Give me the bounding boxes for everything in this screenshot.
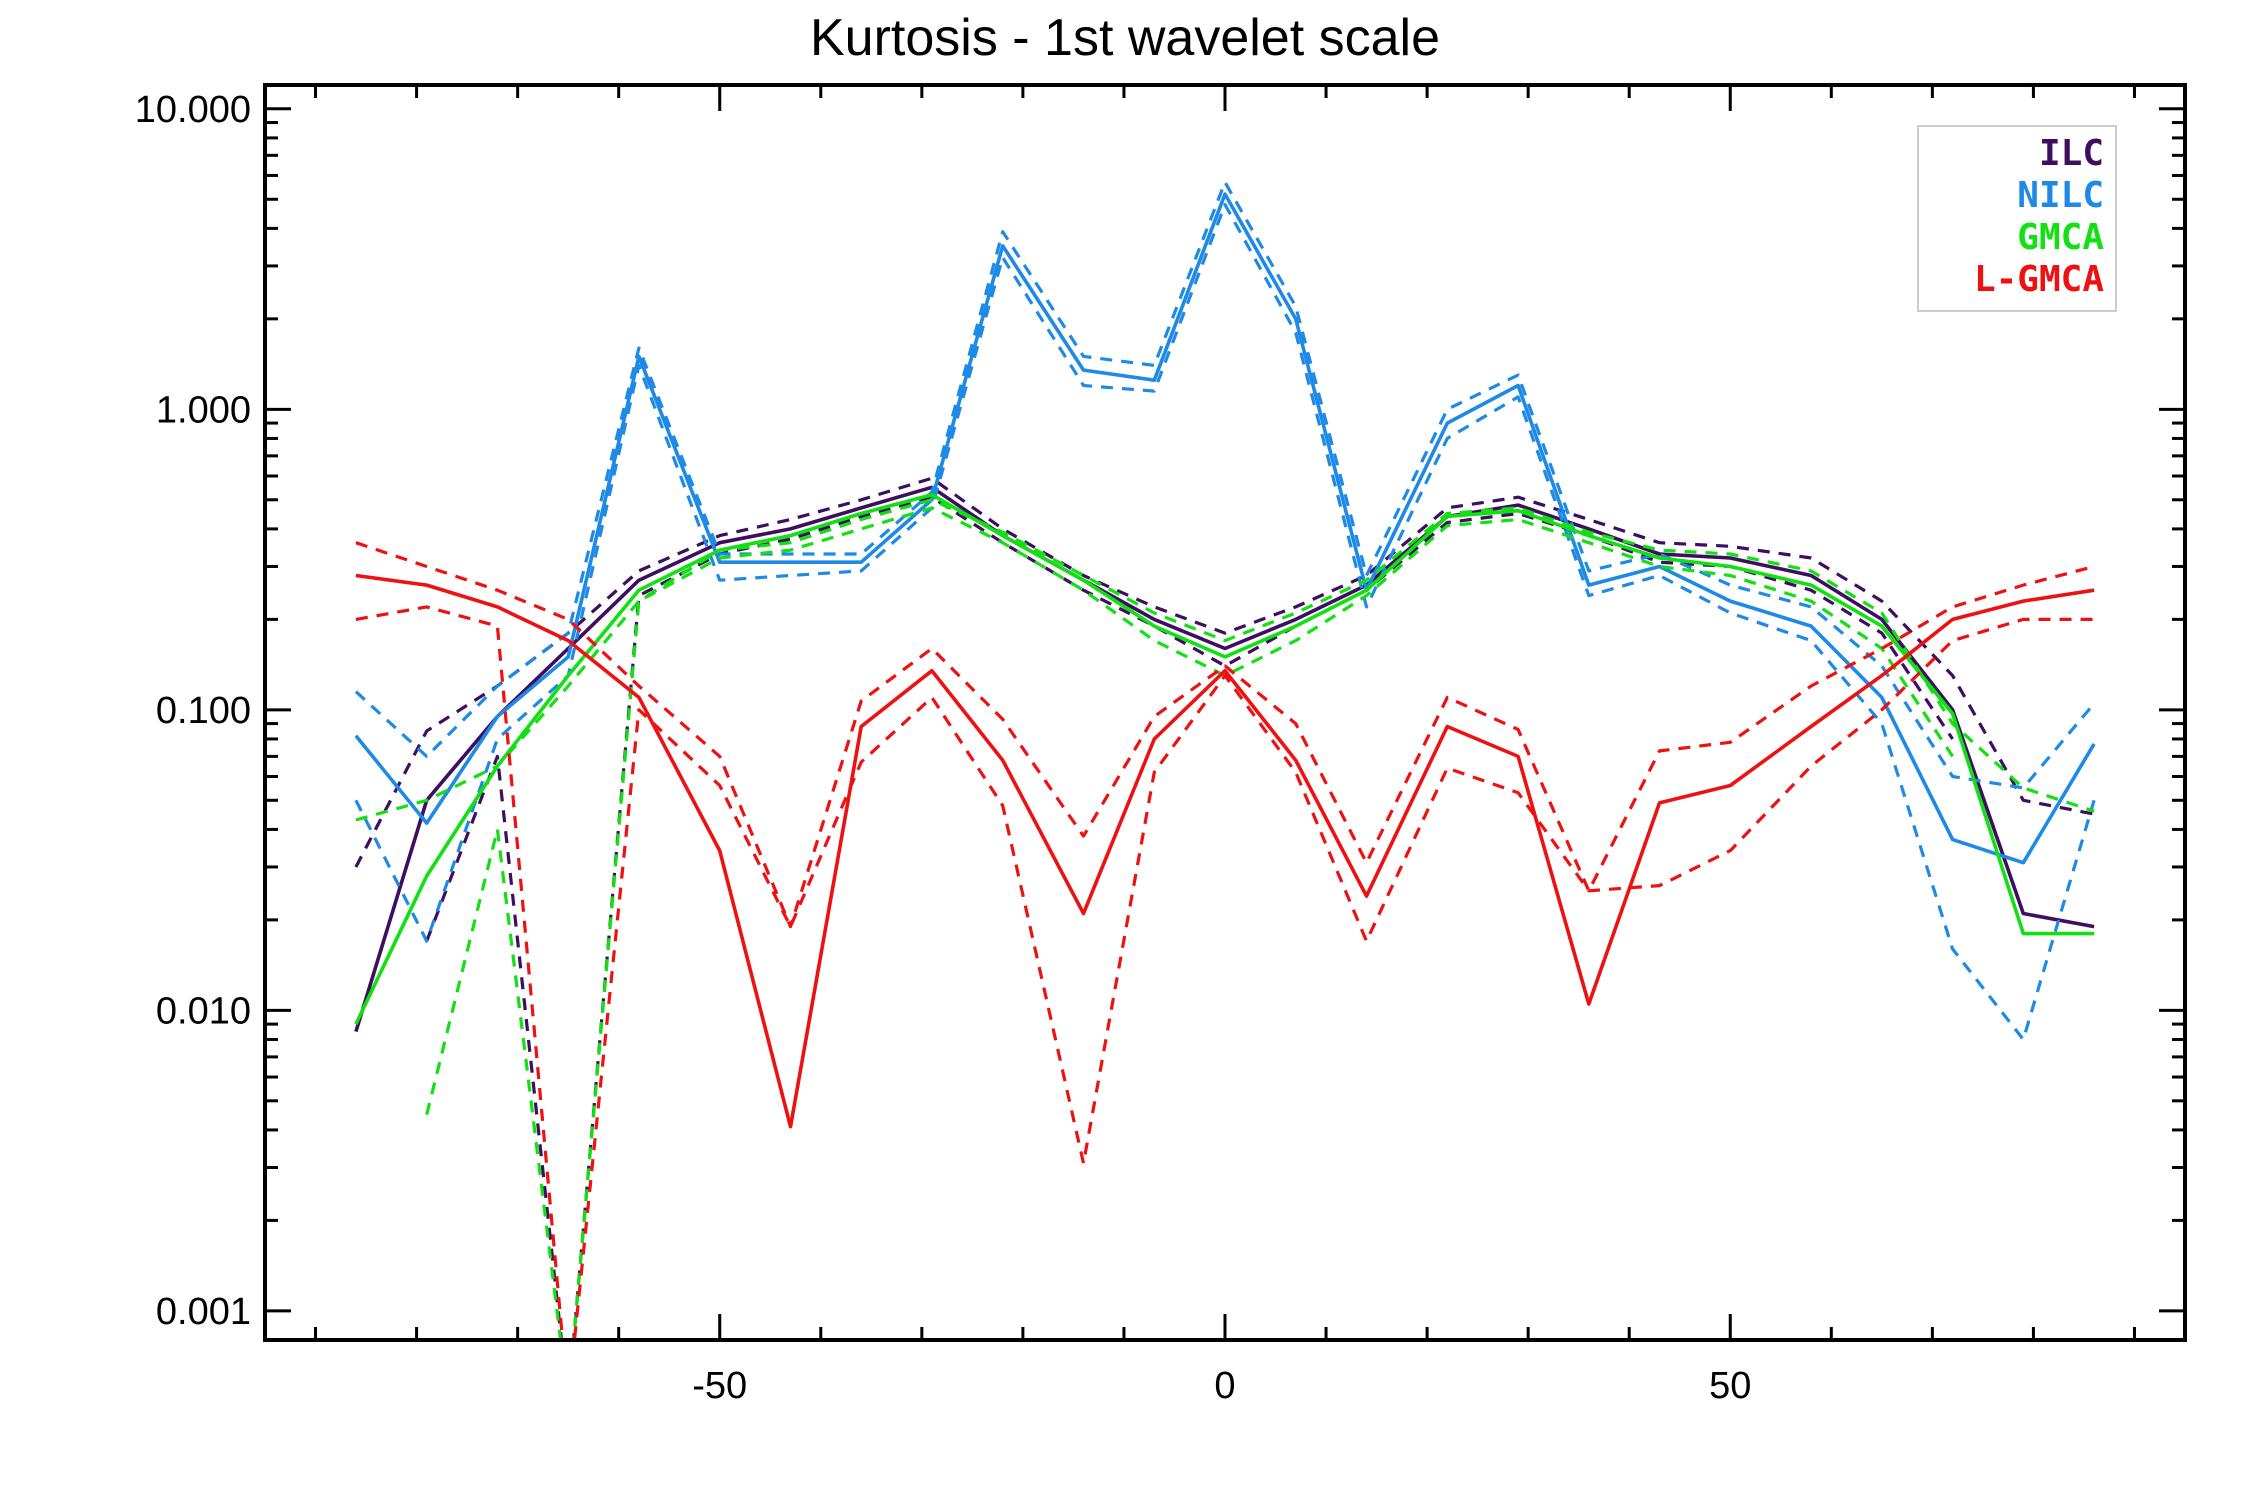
y-tick-label: 10.000: [135, 89, 251, 131]
y-tick-label: 0.100: [156, 690, 251, 732]
chart-title: Kurtosis - 1st wavelet scale: [810, 9, 1440, 67]
series-line-9-solid: [355, 573, 2095, 1129]
series-line-4-dashed: [354, 180, 2096, 790]
x-tick-label: 50: [1709, 1365, 1751, 1407]
series-layer: [354, 180, 2096, 1340]
legend-entry-nilc: NILC: [2017, 175, 2104, 216]
plot-frame: [263, 83, 2187, 1342]
y-tick-label: 1.000: [156, 389, 251, 431]
series-line-3-solid: [354, 192, 2096, 865]
series-line-0-solid: [354, 485, 2095, 1033]
series-line-5-dashed: [354, 203, 2096, 1042]
x-tick-label: -50: [692, 1365, 747, 1407]
y-tick-label: 0.010: [156, 990, 251, 1032]
series-line-10-dashed: [355, 541, 2095, 929]
legend-entry-l-gmca: L-GMCA: [1974, 259, 2104, 300]
legend-entry-ilc: ILC: [2039, 133, 2104, 174]
x-tick-label: 0: [1214, 1365, 1235, 1407]
y-tick-label: 0.001: [156, 1291, 251, 1333]
tick-labels: -50 0 50 0.001 0.010 0.100 1.000 10.000: [135, 89, 1752, 1407]
series-line-11-dashed: [355, 605, 2095, 1340]
legend-box: [1917, 125, 2117, 312]
series-line-7-dashed: [355, 498, 2095, 822]
series-line-6-solid: [354, 492, 2095, 1025]
legend-entry-gmca: GMCA: [2017, 217, 2104, 258]
series-line-1-dashed: [354, 476, 2095, 868]
axes-layer: [263, 83, 2187, 1342]
